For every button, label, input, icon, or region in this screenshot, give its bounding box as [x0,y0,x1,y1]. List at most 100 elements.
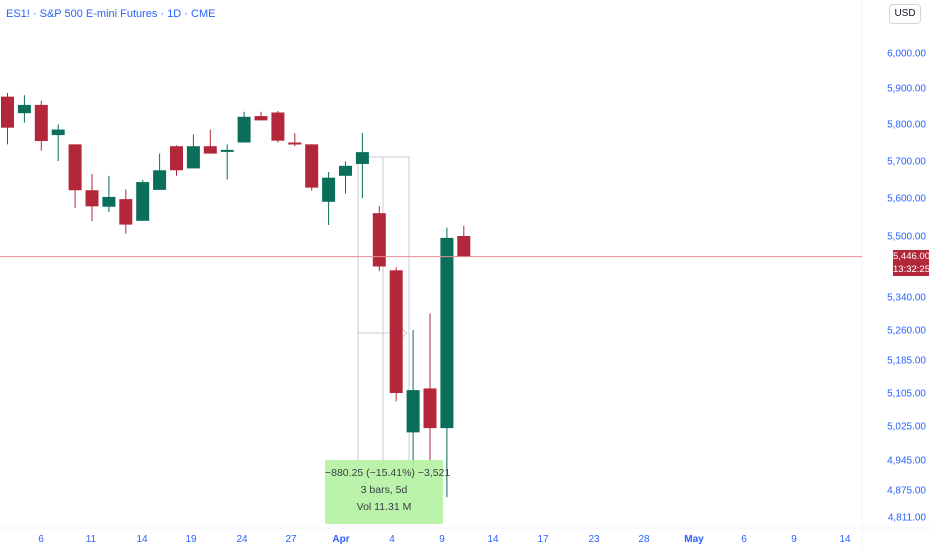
time-tick-label: 24 [236,534,248,545]
candle[interactable] [339,161,352,194]
candle[interactable] [1,93,14,145]
candle[interactable] [389,267,403,402]
candle[interactable] [406,330,420,480]
price-tick-label: 5,700.00 [887,157,926,168]
candle-body [440,237,454,429]
candle-body [102,196,116,207]
time-tick-label: 14 [136,534,148,545]
price-tick-label: 5,185.00 [887,356,926,367]
candle-body [17,104,31,114]
candle-body [119,199,133,225]
candle[interactable] [440,227,454,498]
price-tick-label: 5,900.00 [887,84,926,95]
candle-body [389,270,403,393]
time-tick-label: 9 [791,534,797,545]
candle-body [305,144,319,188]
time-tick-label: 11 [86,534,97,545]
candle[interactable] [271,111,285,143]
currency-button[interactable]: USD [889,4,921,24]
price-axis[interactable]: 6,000.00 5,900.00 5,800.00 5,700.00 5,600.00… [887,49,926,524]
measure-range-outline [358,156,410,460]
time-tick-label: 6 [741,534,747,545]
measure-volume-text: Vol 11.31 M [356,501,412,513]
candle-body [220,149,234,152]
candle[interactable] [170,145,183,176]
price-tick-label: 5,340.00 [887,293,926,304]
candle[interactable] [423,313,437,463]
candle-body [170,146,183,171]
time-tick-label: May [684,534,704,545]
price-tick-label: 4,811.00 [888,513,927,524]
time-tick-label: 4 [389,534,395,545]
measure-bars-text: 3 bars, 5d [360,484,408,496]
candle[interactable] [237,111,251,143]
price-tick-label: 5,600.00 [887,194,926,205]
candle-body [322,177,336,202]
candles[interactable] [1,93,471,498]
candle-body [1,96,14,128]
price-tick-label: 5,500.00 [887,232,926,243]
time-tick-label: 27 [285,534,297,545]
time-tick-label: 9 [439,534,445,545]
candle[interactable] [102,175,116,213]
candle[interactable] [288,133,302,147]
candle[interactable] [355,132,369,199]
candle-body [339,165,352,176]
time-tick-label: 14 [839,534,851,545]
price-tick-label: 5,105.00 [887,389,926,400]
time-tick-label: 17 [537,534,549,545]
candle[interactable] [186,134,200,169]
candle-body [271,112,285,141]
last-price-label: 5,446.00 [893,250,930,263]
candle[interactable] [322,172,336,225]
price-tick-label: 4,945.00 [887,456,926,467]
candle[interactable] [17,95,31,123]
candle-body [51,129,65,136]
countdown-label: 13:32:25 [893,263,930,276]
price-tick-label: 4,875.00 [887,486,926,497]
time-axis[interactable]: 6 11 14 19 24 27 Apr 4 9 14 17 23 28 May 6 9 14 [38,534,851,545]
time-tick-label: 28 [638,534,650,545]
candle-body [254,116,268,121]
candle[interactable] [51,124,65,161]
candle-body [423,388,437,429]
candle-body [457,236,471,257]
candle[interactable] [305,144,319,191]
candle-body [203,146,217,154]
time-tick-label: Apr [332,534,349,545]
candle[interactable] [68,144,82,208]
candle-body [372,213,386,267]
candle-body [85,190,99,207]
price-tick-label: 6,000.00 [887,49,926,60]
measure-range-guides [357,156,410,460]
time-tick-label: 14 [487,534,499,545]
candle-body [186,146,200,169]
candle-body [68,144,82,191]
time-tick-label: 6 [38,534,44,545]
candle[interactable] [136,179,150,221]
candle[interactable] [203,129,217,154]
price-tick-label: 5,025.00 [887,422,926,433]
candle-body [34,104,48,142]
candle[interactable] [153,153,167,190]
candle[interactable] [220,144,234,180]
candle[interactable] [457,225,471,257]
candle-body [136,182,150,221]
time-tick-label: 23 [588,534,600,545]
candle-body [355,152,369,164]
candle[interactable] [34,100,48,151]
candle-body [288,142,302,145]
measure-info-box[interactable]: −880.25 (−15.41%) −3,521 3 bars, 5d Vol … [325,460,451,524]
time-tick-label: 19 [185,534,197,545]
candle-body [406,390,420,433]
candle-body [237,116,251,143]
candle[interactable] [254,111,268,121]
measure-change-text: −880.25 (−15.41%) −3,521 [325,467,451,479]
candle[interactable] [119,189,133,234]
price-tick-label: 5,260.00 [887,326,926,337]
candle[interactable] [372,205,386,272]
chart-title[interactable]: ES1! · S&P 500 E-mini Futures · 1D · CME [6,8,216,20]
candle[interactable] [85,173,99,222]
